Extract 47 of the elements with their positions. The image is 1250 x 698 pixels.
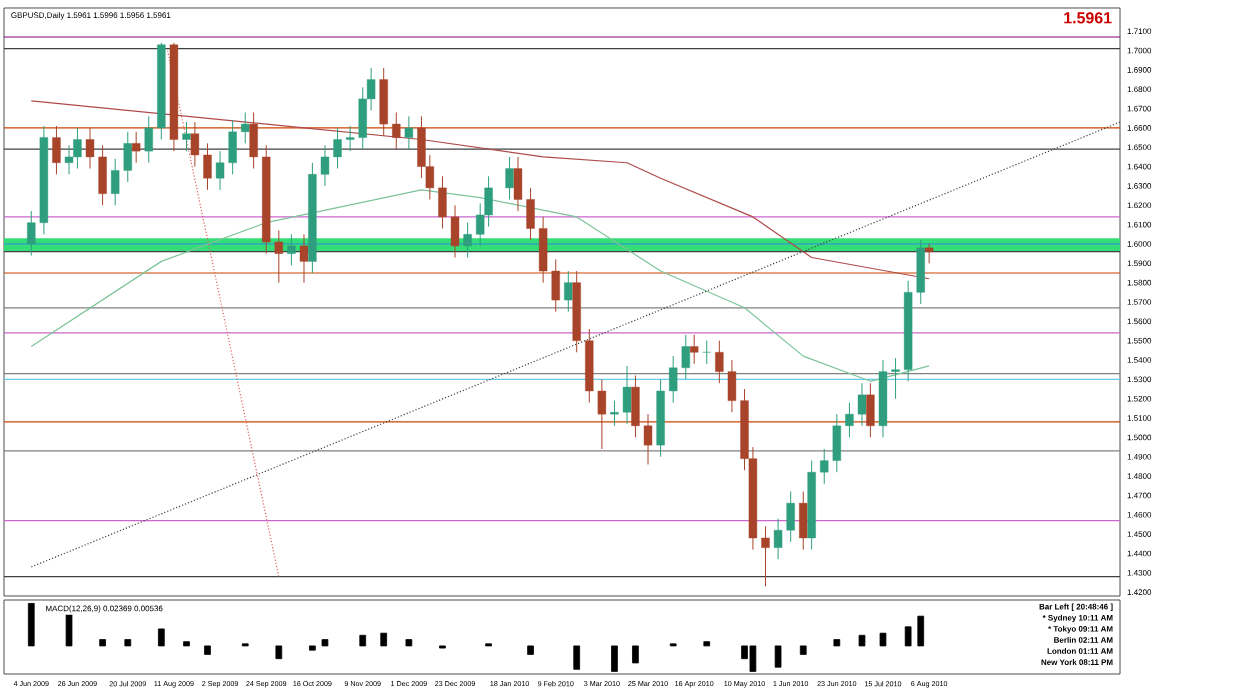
candlestick: [182, 121, 191, 152]
candlestick: [299, 233, 309, 284]
candlestick: [52, 125, 61, 175]
bar: [405, 639, 413, 647]
bar: [158, 628, 165, 647]
candlestick: [799, 491, 808, 551]
candlestick: [702, 340, 711, 365]
bar: [204, 645, 211, 655]
bar: [833, 639, 841, 647]
bar: [321, 639, 329, 647]
bar: [27, 603, 35, 647]
bar: [527, 645, 534, 655]
candlestick: [564, 270, 573, 313]
line-series: [30, 100, 930, 280]
bar: [858, 634, 866, 647]
bar: [703, 641, 711, 647]
candlestick: [379, 67, 388, 137]
line-series: [30, 189, 930, 382]
bar: [359, 634, 367, 647]
candlestick: [463, 222, 472, 259]
bar: [65, 611, 73, 647]
bar: [573, 645, 581, 670]
candlestick: [866, 382, 875, 438]
bar: [611, 645, 618, 672]
bar: [749, 645, 757, 672]
bar: [917, 615, 925, 647]
bar: [632, 645, 639, 664]
bar: [879, 632, 887, 647]
bar: [380, 632, 388, 647]
bar: [183, 641, 190, 647]
candlestick: [689, 334, 699, 365]
candlestick: [131, 131, 141, 164]
candlestick: [392, 111, 401, 150]
bar: [309, 645, 316, 651]
bar: [904, 626, 912, 647]
candlestick: [249, 111, 258, 170]
candlestick: [241, 111, 250, 144]
bar: [99, 639, 106, 647]
candlestick: [287, 233, 296, 266]
candlestick: [404, 115, 414, 150]
bar: [275, 645, 283, 660]
bar: [799, 645, 807, 655]
candlestick: [924, 243, 934, 264]
bar: [774, 645, 782, 668]
candlestick: [144, 115, 153, 164]
candlestick: [505, 156, 514, 200]
bar: [124, 639, 132, 647]
